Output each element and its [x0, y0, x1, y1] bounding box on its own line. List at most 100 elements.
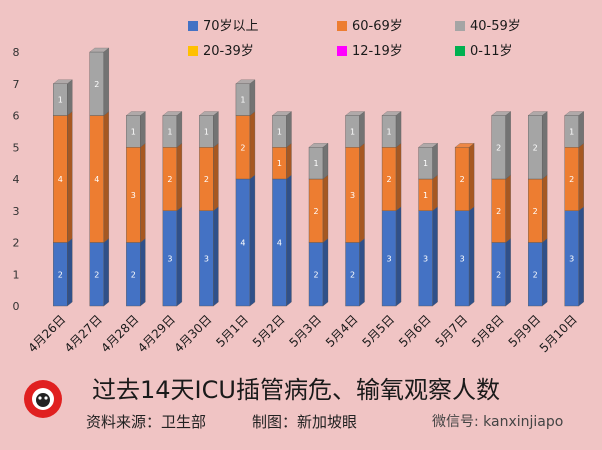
bar-value-label: 2: [94, 80, 99, 89]
bar-value-label: 1: [277, 159, 282, 168]
bar-side: [322, 238, 329, 307]
bar-value-label: 1: [240, 96, 245, 105]
bar-value-label: 1: [277, 127, 282, 136]
x-tick-label: 4月27日: [62, 312, 105, 355]
bar-top: [125, 111, 146, 116]
wechat-watermark: 微信号: kanxinjiapo: [432, 414, 564, 430]
bar-value-label: 2: [496, 207, 501, 216]
legend-label: 40-59岁: [470, 19, 521, 34]
bar-side: [432, 142, 438, 180]
bar-side: [67, 111, 73, 243]
x-tick-label: 5月5日: [360, 312, 398, 350]
bar-value-label: 3: [423, 254, 428, 263]
x-tick-label: 5月6日: [396, 312, 434, 350]
bar-top: [381, 111, 402, 116]
x-tick-label: 4月28日: [98, 312, 141, 355]
bar-side: [432, 206, 438, 307]
bar-side: [249, 111, 256, 180]
bar-value-label: 4: [58, 175, 63, 184]
bar-value-label: 3: [204, 254, 209, 263]
x-tick-label: 4月30日: [171, 312, 214, 355]
bar-top: [491, 111, 512, 116]
bar-top: [308, 143, 329, 148]
y-tick-label: 7: [13, 78, 20, 91]
bar-value-label: 2: [533, 207, 538, 216]
bar-value-label: 2: [533, 143, 538, 152]
bar-value-label: 2: [533, 270, 538, 279]
bar-value-label: 1: [387, 127, 392, 136]
bar-top: [418, 143, 439, 148]
bar-value-label: 4: [277, 239, 282, 248]
bar-value-label: 3: [350, 191, 355, 200]
y-tick-label: 0: [13, 300, 20, 313]
legend-swatch: [337, 21, 347, 31]
bar-side: [213, 111, 219, 148]
legend-label: 12-19岁: [352, 44, 403, 59]
bar-value-label: 2: [58, 270, 63, 279]
legend-label: 0-11岁: [470, 44, 513, 59]
bar-side: [359, 111, 365, 148]
bar-value-label: 1: [350, 127, 355, 136]
bar-value-label: 2: [313, 270, 318, 279]
bar-value-label: 2: [240, 143, 245, 152]
y-tick-label: 3: [13, 205, 20, 218]
x-tick-label: 5月1日: [213, 312, 251, 350]
y-tick-label: 1: [13, 268, 20, 281]
bar-value-label: 1: [569, 127, 574, 136]
bar-value-label: 3: [387, 254, 392, 263]
bar-value-label: 2: [496, 270, 501, 279]
x-tick-label: 4月29日: [135, 312, 178, 355]
bar-value-label: 2: [569, 175, 574, 184]
chart-title: 过去14天ICU插管病危、输氧观察人数: [92, 376, 500, 404]
bar-value-label: 2: [496, 143, 501, 152]
y-tick-label: 8: [13, 46, 20, 59]
bar-side: [432, 174, 438, 212]
y-tick-label: 2: [13, 237, 20, 250]
bar-side: [213, 142, 219, 212]
x-tick-label: 5月8日: [469, 312, 507, 350]
bar-side: [468, 206, 475, 307]
bar-side: [468, 142, 475, 212]
legend-swatch: [188, 46, 198, 56]
bar-value-label: 2: [94, 270, 99, 279]
bar-side: [395, 142, 402, 212]
bar-value-label: 1: [58, 96, 63, 105]
credit-note: 制图：新加坡眼: [252, 413, 358, 431]
bar-side: [213, 206, 219, 307]
bar-top: [527, 111, 548, 116]
bar-value-label: 3: [569, 254, 574, 263]
bar-value-label: 1: [204, 127, 209, 136]
bar-side: [140, 111, 146, 148]
bar-value-label: 3: [460, 254, 465, 263]
bar-value-label: 1: [423, 191, 428, 200]
x-tick-label: 5月3日: [286, 312, 324, 350]
legend-label: 20-39岁: [203, 44, 254, 59]
bar-value-label: 4: [240, 239, 245, 248]
bar-side: [249, 79, 256, 116]
logo-icon: [22, 378, 64, 420]
bar-side: [67, 79, 73, 116]
bar-side: [67, 238, 73, 307]
bar-side: [286, 111, 292, 148]
bar-side: [249, 174, 256, 307]
legend-label: 70岁以上: [203, 19, 259, 34]
bar-top: [235, 79, 256, 84]
bar-value-label: 1: [423, 159, 428, 168]
bar-side: [395, 111, 402, 148]
bar-side: [286, 174, 292, 307]
bar-value-label: 3: [131, 191, 136, 200]
bar-top: [52, 79, 73, 84]
x-tick-label: 4月26日: [25, 312, 68, 355]
bar-value-label: 3: [167, 254, 172, 263]
x-tick-label: 5月2日: [250, 312, 288, 350]
y-tick-label: 5: [13, 141, 20, 154]
y-tick-label: 6: [13, 110, 20, 123]
bar-side: [322, 174, 329, 243]
bar-top: [272, 111, 292, 116]
bar-value-label: 2: [350, 270, 355, 279]
legend-label: 60-69岁: [352, 19, 403, 34]
bar-side: [359, 238, 365, 307]
bar-side: [578, 142, 584, 212]
stacked-bar-chart: 0 1 2 3 4 5 6 7 8 2 4 1 4月26日 2 4 2 4月27日 2 3 1 4月28日 3 2 1 4月29…: [13, 19, 585, 355]
bar-value-label: 1: [131, 127, 136, 136]
